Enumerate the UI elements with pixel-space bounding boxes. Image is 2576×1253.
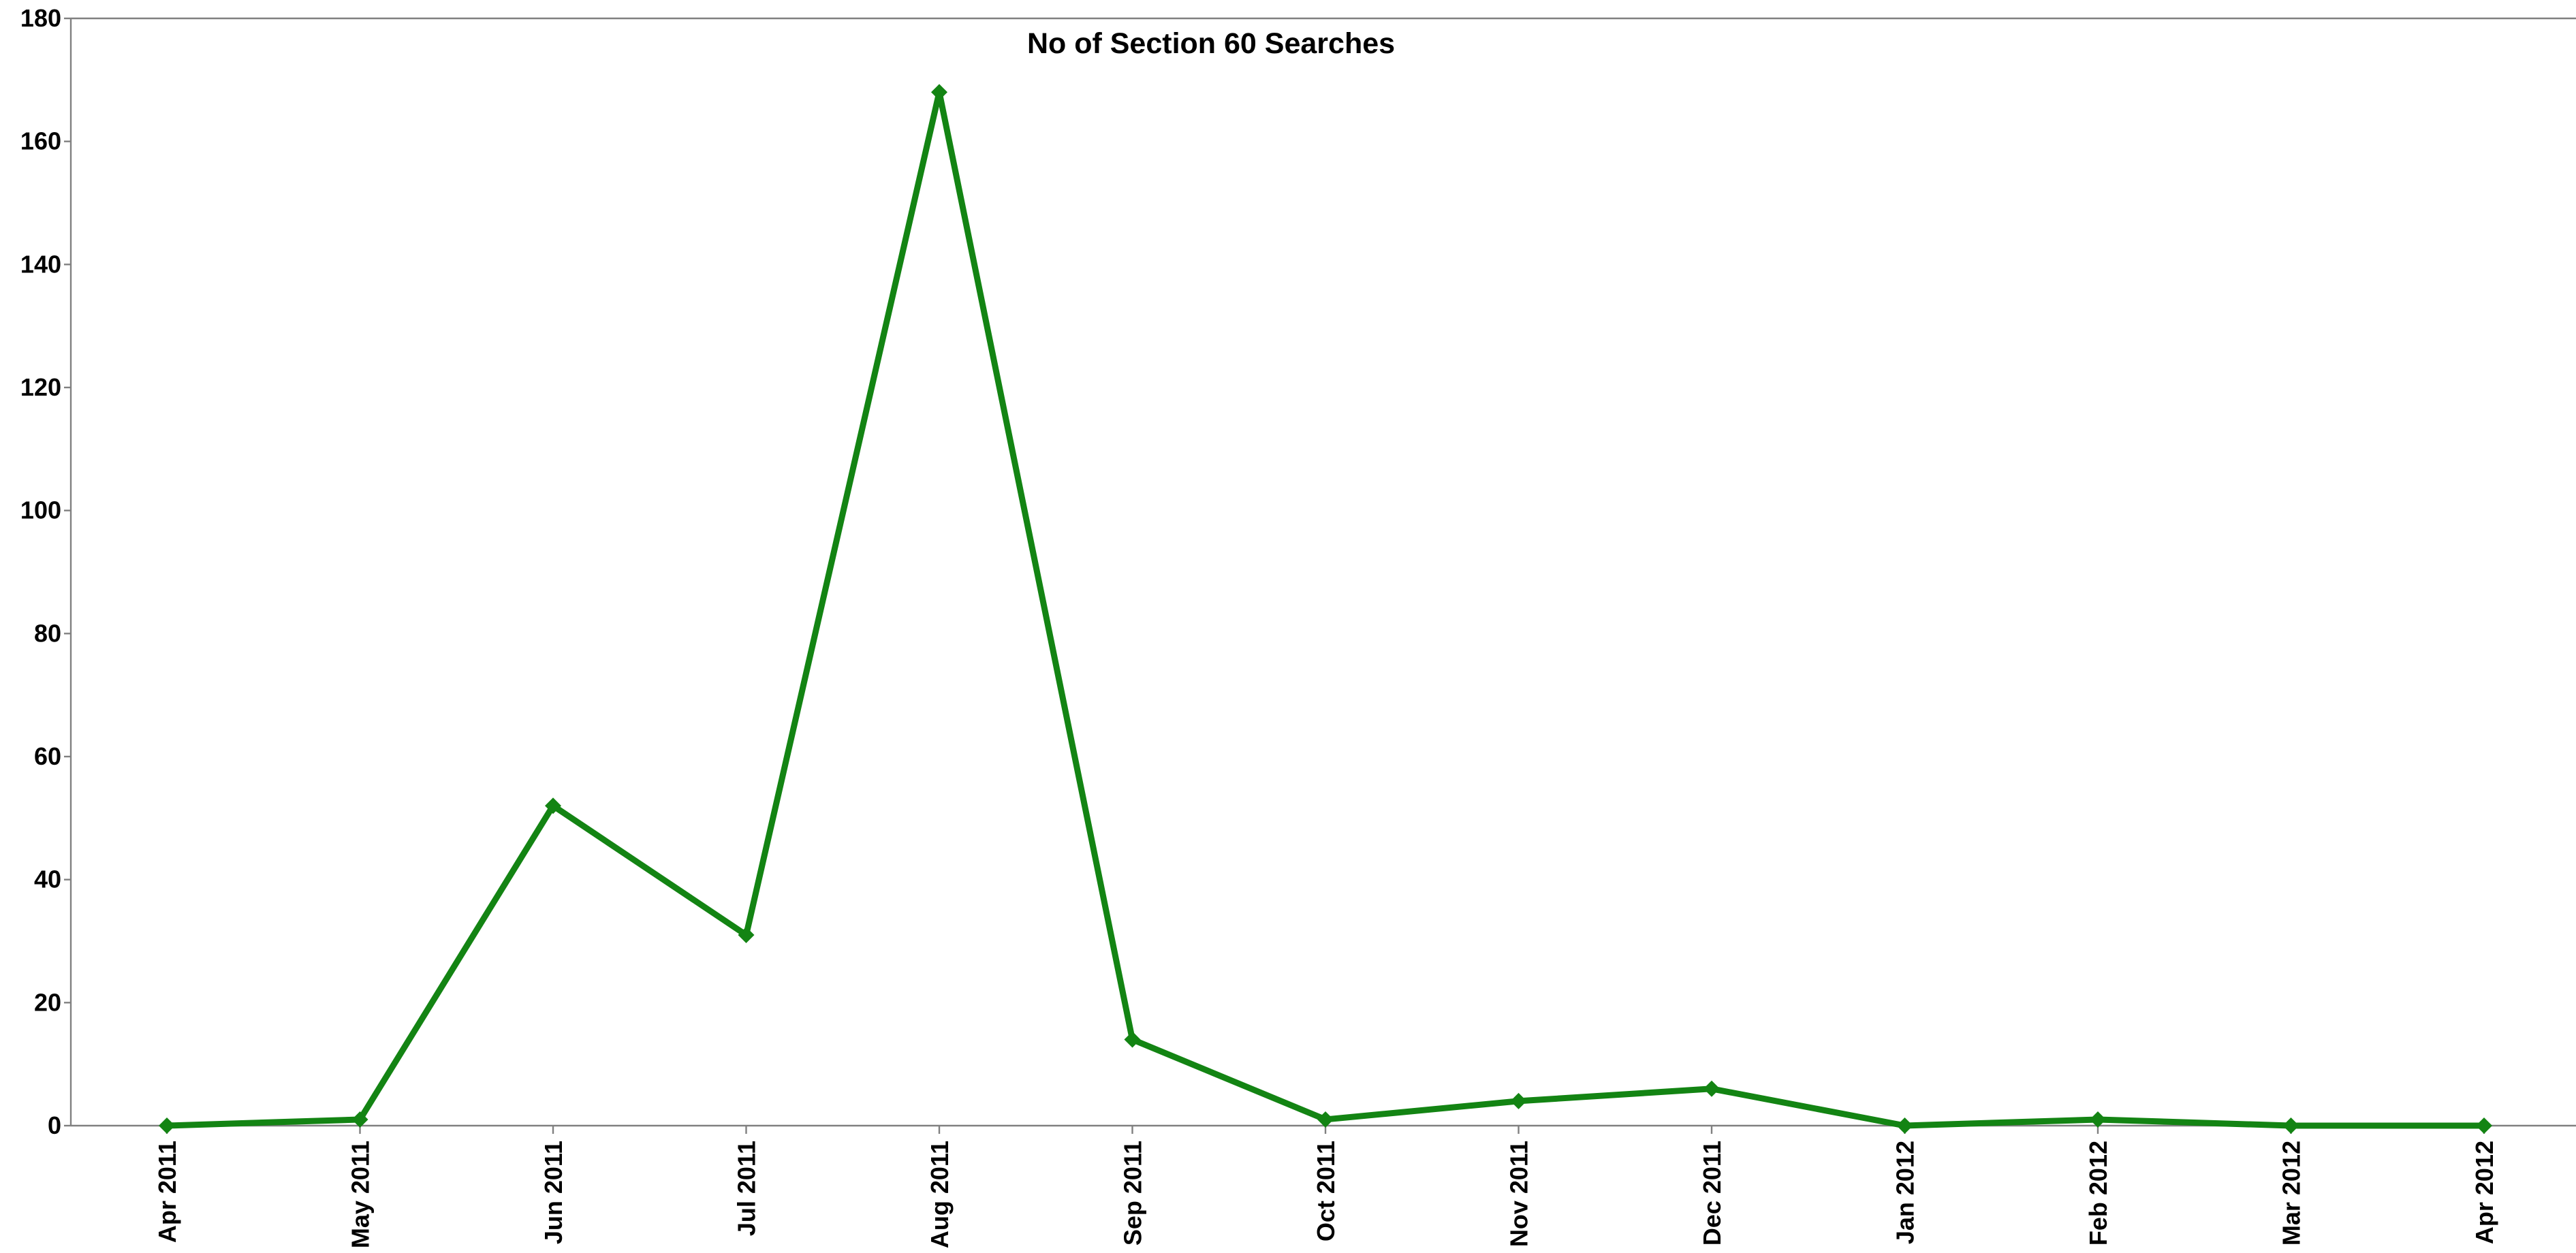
y-tick-label: 120 [20, 373, 61, 401]
y-tick-label: 100 [20, 496, 61, 524]
y-tick-label: 20 [34, 988, 61, 1016]
data-point-marker [351, 1111, 368, 1128]
series-line [163, 91, 2487, 1129]
series-layer [159, 84, 2492, 1134]
x-tick-label: Oct 2011 [1312, 1141, 1340, 1241]
chart-title: No of Section 60 Searches [1027, 27, 1395, 60]
y-tick-label: 140 [20, 250, 61, 278]
data-point-marker [2090, 1111, 2106, 1128]
data-point-marker [1510, 1092, 1527, 1109]
x-tick-label: Nov 2011 [1505, 1141, 1533, 1247]
data-point-marker [2282, 1117, 2299, 1134]
x-tick-label: Aug 2011 [926, 1141, 954, 1248]
x-tick-label: Apr 2011 [153, 1141, 181, 1243]
data-point-marker [545, 797, 561, 814]
y-tick-label: 180 [20, 4, 61, 32]
y-tick-label: 40 [34, 866, 61, 893]
data-point-marker [1703, 1080, 1720, 1097]
data-point-marker [2476, 1117, 2492, 1134]
x-axis: Apr 2011 May 2011 Jun 2011 Jul 2011 Aug 2011… [71, 1124, 2576, 1248]
x-tick-label: Jun 2011 [539, 1141, 567, 1244]
x-tick-label: Dec 2011 [1698, 1141, 1726, 1246]
y-tick-label: 160 [20, 127, 61, 155]
x-tick-label: Jul 2011 [733, 1141, 761, 1236]
x-tick-label: Apr 2012 [2470, 1141, 2498, 1244]
y-tick-label: 60 [34, 742, 61, 770]
data-point-marker [1317, 1111, 1334, 1128]
x-tick-label: Feb 2012 [2084, 1141, 2112, 1246]
x-tick-label: Mar 2012 [2278, 1141, 2306, 1246]
x-tick-label: May 2011 [347, 1141, 375, 1248]
x-tick-label: Sep 2011 [1119, 1141, 1147, 1246]
y-tick-label: 80 [34, 619, 61, 647]
data-point-marker [1124, 1031, 1141, 1048]
y-axis: 0 20 40 60 80 100 120 140 160 180 [20, 4, 2576, 1139]
data-point-marker [931, 84, 947, 101]
y-tick-label: 0 [48, 1111, 61, 1139]
x-tick-label: Jan 2012 [1891, 1141, 1919, 1244]
data-point-marker [1896, 1117, 1913, 1134]
data-point-marker [159, 1117, 175, 1134]
data-point-marker [738, 926, 755, 943]
